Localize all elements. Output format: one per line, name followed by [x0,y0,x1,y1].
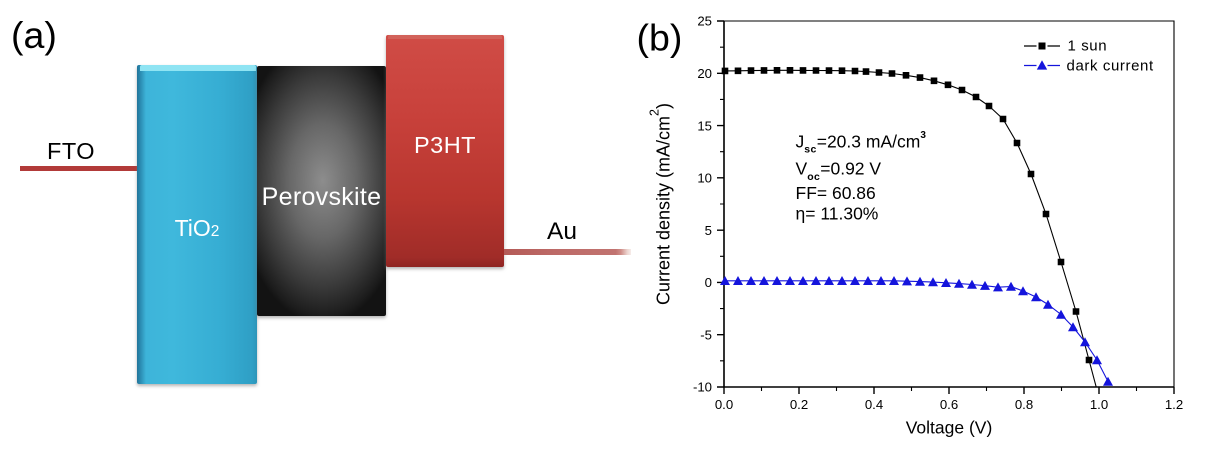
svg-text:10: 10 [697,171,712,186]
svg-text:-10: -10 [693,380,712,395]
svg-text:25: 25 [697,14,712,29]
svg-text:Jsc=20.3 mA/cm3: Jsc=20.3 mA/cm3 [796,130,927,156]
svg-text:0: 0 [705,275,712,290]
svg-text:20: 20 [697,66,712,81]
svg-text:0.8: 0.8 [1015,397,1033,412]
svg-text:1 sun: 1 sun [1068,38,1108,55]
svg-text:1.0: 1.0 [1090,397,1108,412]
svg-text:0.6: 0.6 [940,397,958,412]
svg-text:Voc=0.92 V: Voc=0.92 V [796,159,882,184]
svg-text:0.0: 0.0 [715,397,733,412]
svg-text:5: 5 [705,223,712,238]
svg-text:15: 15 [697,118,712,133]
svg-text:Current density (mA/cm2): Current density (mA/cm2) [648,103,674,305]
svg-text:0.4: 0.4 [865,397,883,412]
svg-text:-5: -5 [700,327,712,342]
svg-text:η= 11.30%: η= 11.30% [796,204,879,224]
svg-text:Voltage (V): Voltage (V) [906,418,993,438]
svg-text:dark current: dark current [1067,58,1154,75]
svg-text:0.2: 0.2 [790,397,808,412]
svg-text:(b): (b) [637,17,683,59]
svg-text:1.2: 1.2 [1165,397,1183,412]
svg-text:FF= 60.86: FF= 60.86 [796,183,876,203]
